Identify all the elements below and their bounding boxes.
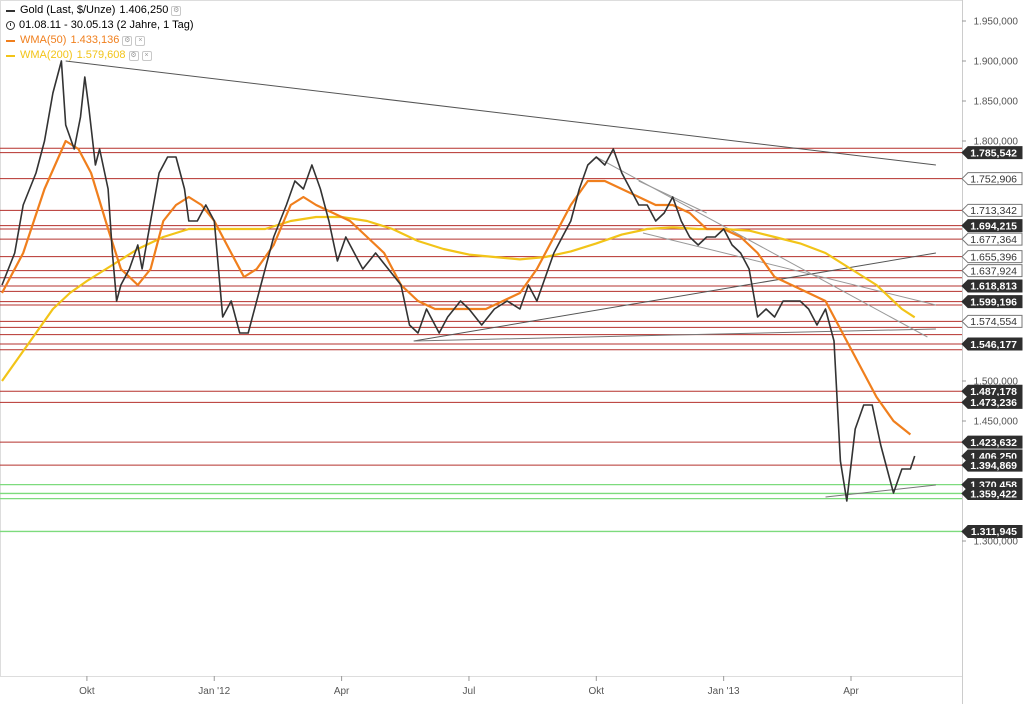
y-tick-label-5: 1.450,000 — [974, 417, 1019, 428]
gold-line-swatch-icon — [6, 9, 15, 12]
y-tick-label-3: 1.800,000 — [974, 137, 1019, 148]
price-label-5: 1.655,396 — [961, 250, 1023, 264]
price-label-box — [961, 203, 1023, 217]
legend-wma50-close-icon[interactable]: × — [135, 35, 146, 46]
trendline-5 — [642, 232, 937, 306]
price-label-box — [961, 146, 1023, 160]
price-label-8: 1.599,196 — [961, 295, 1023, 309]
x-tick-label-6: Apr — [843, 686, 859, 697]
y-tick-label-6: 1.300,000 — [974, 537, 1019, 548]
price-label-15: 1.394,869 — [961, 458, 1023, 472]
price-label-text: 1.359,422 — [970, 488, 1017, 500]
price-label-12: 1.473,236 — [961, 395, 1023, 409]
chart-legend: Gold (Last, $/Unze) 1.406,250 ⚙ 01.08.11… — [6, 3, 194, 63]
price-label-13: 1.423,632 — [961, 435, 1023, 449]
y-tick-label-0: 1.950,000 — [974, 17, 1019, 28]
plot-frame — [0, 0, 963, 677]
price-label-box — [961, 435, 1023, 449]
legend-gold-name: Gold (Last, $/Unze) — [20, 4, 116, 16]
price-label-10: 1.546,177 — [961, 337, 1023, 351]
price-label-6: 1.637,924 — [961, 264, 1023, 278]
price-label-box — [961, 264, 1023, 278]
legend-row-wma50: WMA(50) 1.433,136 ⚙ × — [6, 33, 194, 48]
price-label-box — [961, 250, 1023, 264]
price-label-2: 1.713,342 — [961, 203, 1023, 217]
price-label-text: 1.752,906 — [970, 173, 1017, 185]
legend-gold-settings-icon[interactable]: ⚙ — [171, 5, 182, 16]
y-tick-label-1: 1.900,000 — [974, 57, 1019, 68]
price-label-text: 1.655,396 — [970, 251, 1017, 263]
price-label-4: 1.677,364 — [961, 232, 1023, 246]
price-label-text: 1.637,924 — [970, 265, 1017, 277]
price-label-text: 1.618,813 — [970, 281, 1017, 293]
price-label-text: 1.599,196 — [970, 296, 1017, 308]
legend-range: 01.08.11 - 30.05.13 (2 Jahre, 1 Tag) — [19, 19, 194, 31]
legend-wma200-settings-icon[interactable]: ⚙ — [128, 50, 139, 61]
legend-wma50-settings-icon[interactable]: ⚙ — [122, 35, 133, 46]
price-label-box — [961, 232, 1023, 246]
legend-wma200-name: WMA(200) — [20, 49, 73, 61]
price-label-box — [961, 486, 1023, 500]
price-label-box — [961, 524, 1023, 538]
legend-wma50-name: WMA(50) — [20, 34, 67, 46]
price-label-7: 1.618,813 — [961, 279, 1023, 293]
wma200-swatch-icon — [6, 54, 15, 57]
legend-wma50-value: 1.433,136 — [70, 34, 120, 46]
price-label-text: 1.713,342 — [970, 205, 1017, 217]
price-label-box — [961, 395, 1023, 409]
price-label-9: 1.574,554 — [961, 314, 1023, 328]
price-label-18: 1.311,945 — [961, 524, 1023, 538]
price-label-box — [961, 295, 1023, 309]
price-label-text: 1.311,945 — [971, 526, 1017, 538]
legend-wma200-value: 1.579,608 — [76, 49, 126, 61]
price-label-box — [961, 172, 1023, 186]
legend-gold-value: 1.406,250 — [119, 4, 169, 16]
price-label-text: 1.394,869 — [970, 460, 1017, 472]
series-line-wma-200- — [1, 215, 916, 382]
price-label-box — [961, 384, 1023, 398]
price-label-text: 1.785,542 — [970, 147, 1017, 159]
price-label-box — [961, 219, 1023, 233]
legend-row-range: 01.08.11 - 30.05.13 (2 Jahre, 1 Tag) — [6, 18, 194, 33]
price-label-11: 1.487,178 — [961, 384, 1023, 398]
trendline-2 — [413, 328, 936, 342]
price-label-box — [961, 458, 1023, 472]
price-label-3: 1.694,215 — [961, 219, 1023, 233]
x-tick-label-5: Jan '13 — [708, 686, 740, 697]
y-tick-label-2: 1.850,000 — [974, 97, 1019, 108]
price-label-17: 1.359,422 — [961, 486, 1023, 500]
x-tick-label-4: Okt — [589, 686, 605, 697]
x-tick-label-0: Okt — [79, 686, 95, 697]
trendline-0 — [65, 60, 936, 166]
x-tick-label-2: Apr — [334, 686, 350, 697]
price-label-box — [961, 314, 1023, 328]
price-label-0: 1.785,542 — [961, 146, 1023, 160]
price-label-text: 1.473,236 — [970, 397, 1017, 409]
price-label-text: 1.574,554 — [970, 316, 1017, 328]
price-label-text: 1.487,178 — [970, 386, 1017, 398]
legend-wma200-close-icon[interactable]: × — [141, 50, 152, 61]
price-label-text: 1.546,177 — [970, 339, 1017, 351]
wma50-swatch-icon — [6, 39, 15, 42]
price-label-text: 1.677,364 — [970, 234, 1017, 246]
x-tick-label-1: Jan '12 — [198, 686, 230, 697]
trendline-6 — [825, 484, 936, 498]
price-label-text: 1.423,632 — [970, 437, 1017, 449]
price-label-1: 1.752,906 — [961, 172, 1023, 186]
price-label-box — [961, 337, 1023, 351]
y-tick-label-4: 1.500,000 — [974, 377, 1019, 388]
legend-row-gold: Gold (Last, $/Unze) 1.406,250 ⚙ — [6, 3, 194, 18]
x-tick-label-3: Jul — [463, 686, 476, 697]
legend-row-wma200: WMA(200) 1.579,608 ⚙ × — [6, 48, 194, 63]
series-line-gold-last-unze- — [1, 60, 916, 502]
price-label-box — [961, 279, 1023, 293]
series-line-wma-50- — [1, 139, 912, 436]
price-label-text: 1.694,215 — [970, 220, 1017, 232]
clock-icon — [6, 21, 15, 30]
